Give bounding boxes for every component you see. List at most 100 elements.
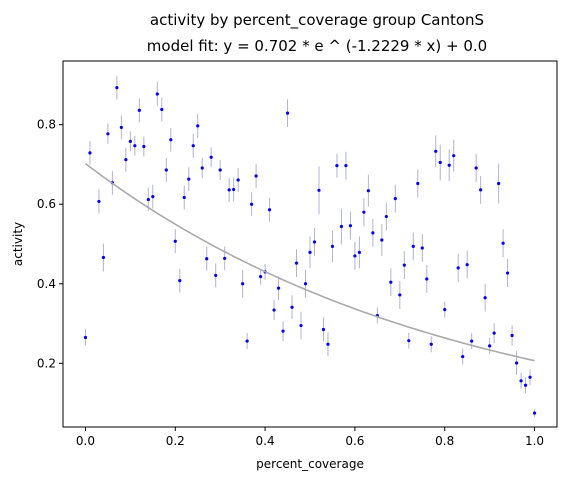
data-point-94 bbox=[510, 334, 513, 337]
data-point-69 bbox=[398, 293, 401, 296]
data-point-25 bbox=[201, 166, 204, 169]
data-point-20 bbox=[178, 279, 181, 282]
data-point-74 bbox=[421, 246, 424, 249]
data-point-90 bbox=[493, 332, 496, 335]
errorbar-layer bbox=[85, 76, 534, 417]
data-point-27 bbox=[210, 156, 213, 159]
data-point-46 bbox=[295, 261, 298, 264]
data-point-52 bbox=[322, 328, 325, 331]
data-point-30 bbox=[223, 257, 226, 260]
data-point-15 bbox=[156, 92, 159, 95]
data-point-91 bbox=[497, 182, 500, 185]
x-axis-label: percent_coverage bbox=[256, 457, 364, 471]
data-point-31 bbox=[228, 188, 231, 191]
y-tick-label: 0.2 bbox=[37, 356, 56, 370]
data-point-49 bbox=[308, 251, 311, 254]
data-point-32 bbox=[232, 188, 235, 191]
data-point-63 bbox=[371, 231, 374, 234]
data-point-59 bbox=[353, 254, 356, 257]
y-axis-ticks: 0.2 0.4 0.6 0.8 bbox=[37, 118, 63, 371]
data-point-93 bbox=[506, 271, 509, 274]
data-point-19 bbox=[174, 240, 177, 243]
data-point-58 bbox=[349, 224, 352, 227]
data-point-55 bbox=[335, 164, 338, 167]
data-point-4 bbox=[106, 132, 109, 135]
data-point-11 bbox=[138, 109, 141, 112]
data-point-79 bbox=[443, 308, 446, 311]
data-point-92 bbox=[502, 242, 505, 245]
data-point-60 bbox=[358, 251, 361, 254]
data-point-38 bbox=[259, 275, 262, 278]
data-point-29 bbox=[219, 168, 222, 171]
data-point-7 bbox=[120, 126, 123, 129]
data-point-99 bbox=[533, 411, 536, 414]
data-point-87 bbox=[479, 188, 482, 191]
data-point-78 bbox=[439, 161, 442, 164]
data-point-13 bbox=[147, 198, 150, 201]
x-tick-label: 0.2 bbox=[166, 434, 185, 448]
data-point-50 bbox=[313, 240, 316, 243]
data-point-65 bbox=[380, 238, 383, 241]
data-point-72 bbox=[412, 245, 415, 248]
data-point-37 bbox=[255, 174, 258, 177]
x-tick-label: 0.8 bbox=[435, 434, 454, 448]
data-point-66 bbox=[385, 215, 388, 218]
data-point-96 bbox=[519, 379, 522, 382]
data-point-16 bbox=[160, 108, 163, 111]
data-point-23 bbox=[192, 144, 195, 147]
data-point-86 bbox=[475, 166, 478, 169]
data-point-26 bbox=[205, 257, 208, 260]
data-point-67 bbox=[389, 281, 392, 284]
data-point-77 bbox=[434, 150, 437, 153]
data-point-83 bbox=[461, 355, 464, 358]
data-point-48 bbox=[304, 282, 307, 285]
data-point-97 bbox=[524, 384, 527, 387]
data-point-8 bbox=[124, 158, 127, 161]
data-point-68 bbox=[394, 197, 397, 200]
x-tick-label: 0.0 bbox=[76, 434, 95, 448]
x-axis-ticks: 0.0 0.2 0.4 0.6 0.8 1.0 bbox=[76, 427, 544, 448]
data-point-10 bbox=[133, 144, 136, 147]
y-tick-label: 0.8 bbox=[37, 118, 56, 132]
y-tick-label: 0.4 bbox=[37, 277, 56, 291]
x-tick-label: 1.0 bbox=[525, 434, 544, 448]
data-point-95 bbox=[515, 361, 518, 364]
y-tick-label: 0.6 bbox=[37, 197, 56, 211]
data-point-54 bbox=[331, 245, 334, 248]
data-point-2 bbox=[97, 200, 100, 203]
data-point-62 bbox=[367, 189, 370, 192]
data-point-42 bbox=[277, 287, 280, 290]
data-point-57 bbox=[344, 164, 347, 167]
y-axis-label: activity bbox=[11, 222, 25, 266]
data-point-0 bbox=[84, 336, 87, 339]
data-point-56 bbox=[340, 225, 343, 228]
data-point-44 bbox=[286, 112, 289, 115]
data-point-14 bbox=[151, 195, 154, 198]
chart-subtitle: model fit: y = 0.702 * e ^ (-1.2229 * x)… bbox=[147, 37, 487, 55]
data-point-34 bbox=[241, 282, 244, 285]
data-point-45 bbox=[290, 306, 293, 309]
data-point-43 bbox=[281, 330, 284, 333]
data-point-41 bbox=[272, 308, 275, 311]
data-point-12 bbox=[142, 145, 145, 148]
data-point-47 bbox=[299, 324, 302, 327]
data-point-88 bbox=[484, 296, 487, 299]
data-point-98 bbox=[528, 376, 531, 379]
data-point-36 bbox=[250, 203, 253, 206]
data-point-80 bbox=[448, 164, 451, 167]
data-point-24 bbox=[196, 124, 199, 127]
data-point-3 bbox=[102, 256, 105, 259]
data-point-82 bbox=[457, 266, 460, 269]
x-tick-label: 0.4 bbox=[256, 434, 275, 448]
data-point-71 bbox=[407, 339, 410, 342]
data-point-70 bbox=[403, 263, 406, 266]
data-point-53 bbox=[326, 343, 329, 346]
data-point-76 bbox=[430, 343, 433, 346]
data-point-18 bbox=[169, 138, 172, 141]
data-point-85 bbox=[470, 339, 473, 342]
data-point-33 bbox=[237, 178, 240, 181]
data-point-75 bbox=[425, 277, 428, 280]
data-point-40 bbox=[268, 208, 271, 211]
data-point-81 bbox=[452, 154, 455, 157]
